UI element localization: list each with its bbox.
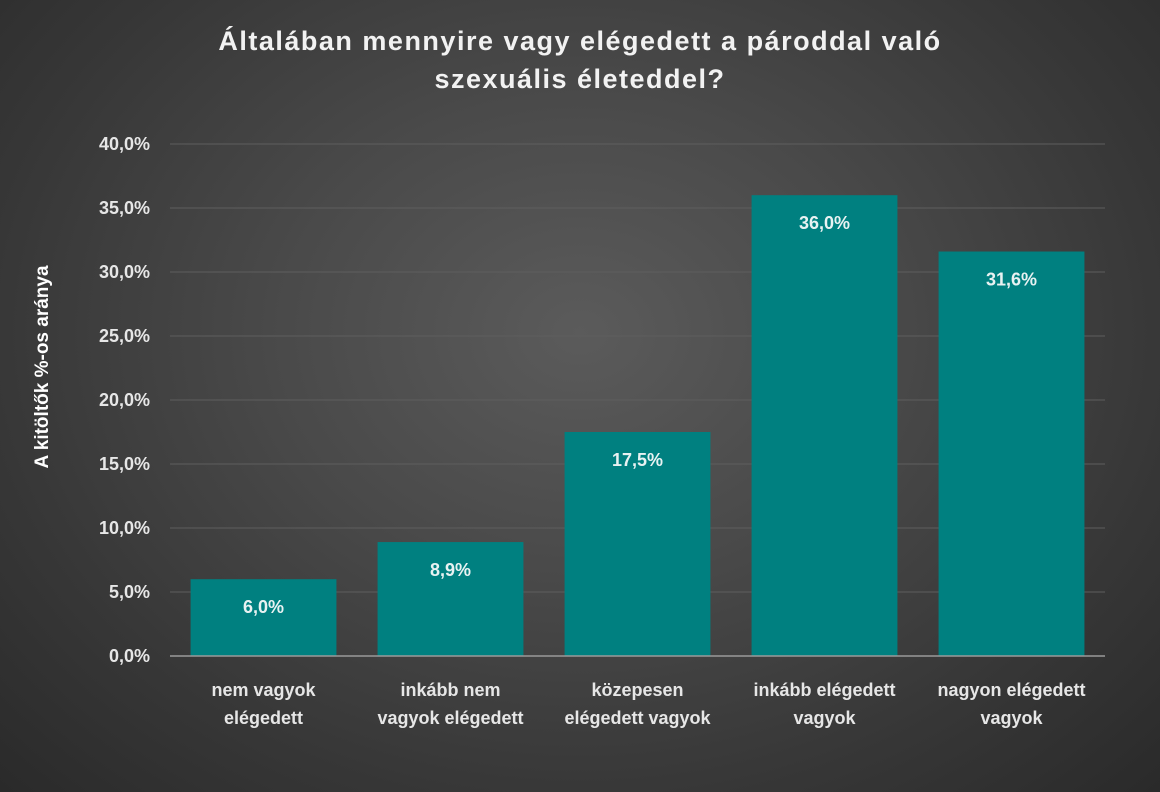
y-tick-label: 20,0%: [99, 390, 150, 410]
x-category-label: vagyok: [980, 708, 1043, 728]
bar: [564, 432, 711, 656]
y-tick-label: 0,0%: [109, 646, 150, 666]
data-label: 6,0%: [243, 597, 284, 617]
bar: [938, 251, 1085, 656]
chart-title-line-2: szexuális életeddel?: [434, 64, 726, 94]
x-category-label: vagyok: [793, 708, 856, 728]
y-tick-label: 10,0%: [99, 518, 150, 538]
x-category-label: közepesen: [591, 680, 683, 700]
y-tick-label: 15,0%: [99, 454, 150, 474]
bar: [751, 195, 898, 656]
data-label: 31,6%: [986, 270, 1037, 290]
x-category-label: elégedett vagyok: [564, 708, 711, 728]
y-tick-label: 30,0%: [99, 262, 150, 282]
x-category-label: elégedett: [224, 708, 303, 728]
chart-title-line-1: Általában mennyire vagy elégedett a páro…: [218, 26, 942, 56]
x-category-label: vagyok elégedett: [377, 708, 523, 728]
x-category-label: nem vagyok: [211, 680, 316, 700]
chart-title: Általában mennyire vagy elégedett a páro…: [130, 22, 1030, 98]
y-tick-label: 25,0%: [99, 326, 150, 346]
x-category-label: inkább elégedett: [753, 680, 895, 700]
x-category-label: inkább nem: [400, 680, 500, 700]
data-label: 8,9%: [430, 560, 471, 580]
y-tick-label: 5,0%: [109, 582, 150, 602]
data-label: 36,0%: [799, 213, 850, 233]
y-tick-label: 35,0%: [99, 198, 150, 218]
bar: [377, 542, 524, 656]
x-category-label: nagyon elégedett: [937, 680, 1085, 700]
bar: [190, 579, 337, 656]
data-label: 17,5%: [612, 450, 663, 470]
y-tick-label: 40,0%: [99, 134, 150, 154]
